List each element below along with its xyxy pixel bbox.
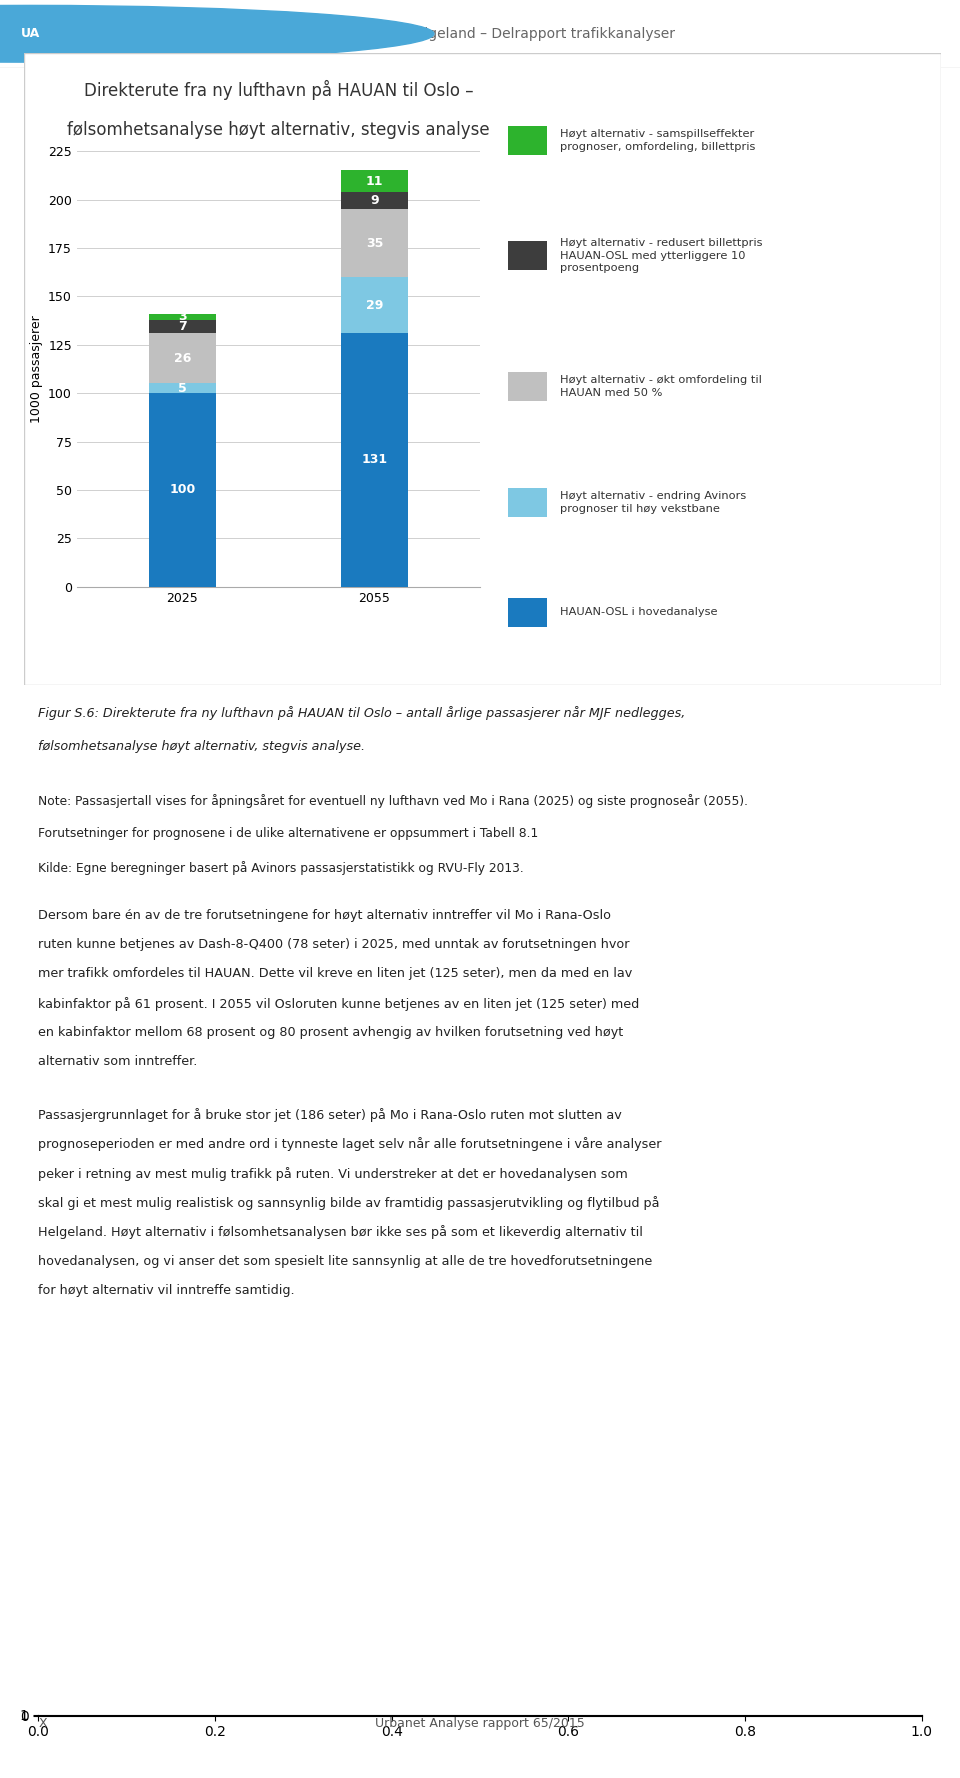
- Text: X: X: [38, 1718, 47, 1730]
- Text: Direkterute fra ny lufthavn på HAUAN til Oslo –: Direkterute fra ny lufthavn på HAUAN til…: [84, 80, 473, 100]
- Text: 100: 100: [169, 484, 196, 496]
- FancyBboxPatch shape: [508, 597, 547, 626]
- Bar: [341, 192, 408, 210]
- Y-axis label: 1000 passasjerer: 1000 passasjerer: [30, 315, 42, 423]
- Text: 5: 5: [178, 382, 187, 395]
- Text: Kilde: Egne beregninger basert på Avinors passasjerstatistikk og RVU-Fly 2013.: Kilde: Egne beregninger basert på Avinor…: [38, 861, 524, 875]
- Text: Høyt alternativ - økt omfordeling til
HAUAN med 50 %: Høyt alternativ - økt omfordeling til HA…: [560, 375, 761, 398]
- FancyBboxPatch shape: [508, 487, 547, 517]
- Text: mer trafikk omfordeles til HAUAN. Dette vil kreve en liten jet (125 seter), men : mer trafikk omfordeles til HAUAN. Dette …: [38, 967, 633, 980]
- Bar: [341, 210, 408, 277]
- Text: HAUAN-OSL i hovedanalyse: HAUAN-OSL i hovedanalyse: [560, 608, 717, 617]
- Text: ruten kunne betjenes av Dash-8-Q400 (78 seter) i 2025, med unntak av forutsetnin: ruten kunne betjenes av Dash-8-Q400 (78 …: [38, 939, 630, 951]
- Text: 9: 9: [371, 194, 378, 206]
- FancyBboxPatch shape: [508, 372, 547, 402]
- Bar: [341, 277, 408, 332]
- Text: Lufthavnstruktur Helgeland – Delrapport trafikkanalyser: Lufthavnstruktur Helgeland – Delrapport …: [285, 27, 675, 41]
- Bar: [341, 332, 408, 587]
- Text: Helgeland. Høyt alternativ i følsomhetsanalysen bør ikke ses på som et likeverdi: Helgeland. Høyt alternativ i følsomhetsa…: [38, 1225, 643, 1239]
- Bar: [149, 320, 216, 332]
- Bar: [149, 393, 216, 587]
- Bar: [149, 313, 216, 320]
- Text: 7: 7: [178, 320, 187, 332]
- Text: 11: 11: [366, 174, 383, 188]
- Text: UA: UA: [21, 27, 40, 41]
- Text: følsomhetsanalyse høyt alternativ, stegvis analyse: følsomhetsanalyse høyt alternativ, stegv…: [67, 121, 490, 139]
- Text: peker i retning av mest mulig trafikk på ruten. Vi understreker at det er hoveda: peker i retning av mest mulig trafikk på…: [38, 1166, 628, 1181]
- Text: 29: 29: [366, 299, 383, 311]
- Text: følsomhetsanalyse høyt alternativ, stegvis analyse.: følsomhetsanalyse høyt alternativ, stegv…: [38, 740, 366, 752]
- Text: Figur S.6: Direkterute fra ny lufthavn på HAUAN til Oslo – antall årlige passasj: Figur S.6: Direkterute fra ny lufthavn p…: [38, 706, 685, 720]
- Text: Høyt alternativ - endring Avinors
prognoser til høy vekstbane: Høyt alternativ - endring Avinors progno…: [560, 491, 746, 514]
- FancyBboxPatch shape: [508, 126, 547, 155]
- Text: Note: Passasjertall vises for åpningsåret for eventuell ny lufthavn ved Mo i Ran: Note: Passasjertall vises for åpningsåre…: [38, 793, 749, 807]
- Text: 35: 35: [366, 236, 383, 249]
- Bar: [341, 171, 408, 192]
- Text: en kabinfaktor mellom 68 prosent og 80 prosent avhengig av hvilken forutsetning : en kabinfaktor mellom 68 prosent og 80 p…: [38, 1026, 624, 1038]
- Text: 131: 131: [361, 453, 388, 466]
- FancyBboxPatch shape: [508, 242, 547, 270]
- Text: Høyt alternativ - redusert billettpris
HAUAN-OSL med ytterliggere 10
prosentpoen: Høyt alternativ - redusert billettpris H…: [560, 238, 762, 274]
- Text: Høyt alternativ - samspillseffekter
prognoser, omfordeling, billettpris: Høyt alternativ - samspillseffekter prog…: [560, 128, 755, 151]
- Text: 3: 3: [179, 309, 186, 324]
- Bar: [149, 332, 216, 384]
- Text: 26: 26: [174, 352, 191, 364]
- Text: hovedanalysen, og vi anser det som spesielt lite sannsynlig at alle de tre hoved: hovedanalysen, og vi anser det som spesi…: [38, 1255, 653, 1268]
- Text: Forutsetninger for prognosene i de ulike alternativene er oppsummert i Tabell 8.: Forutsetninger for prognosene i de ulike…: [38, 827, 539, 841]
- Text: prognoseperioden er med andre ord i tynneste laget selv når alle forutsetningene: prognoseperioden er med andre ord i tynn…: [38, 1138, 661, 1152]
- FancyBboxPatch shape: [24, 53, 941, 685]
- Text: kabinfaktor på 61 prosent. I 2055 vil Osloruten kunne betjenes av en liten jet (: kabinfaktor på 61 prosent. I 2055 vil Os…: [38, 996, 639, 1010]
- Bar: [149, 384, 216, 393]
- Text: for høyt alternativ vil inntreffe samtidig.: for høyt alternativ vil inntreffe samtid…: [38, 1284, 295, 1298]
- Text: Dersom bare én av de tre forutsetningene for høyt alternativ inntreffer vil Mo i: Dersom bare én av de tre forutsetningene…: [38, 909, 612, 921]
- Text: Urbanet Analyse rapport 65/2015: Urbanet Analyse rapport 65/2015: [375, 1718, 585, 1730]
- Circle shape: [0, 5, 434, 62]
- Text: alternativ som inntreffer.: alternativ som inntreffer.: [38, 1054, 198, 1069]
- Text: Passasjergrunnlaget for å bruke stor jet (186 seter) på Mo i Rana-Oslo ruten mot: Passasjergrunnlaget for å bruke stor jet…: [38, 1108, 622, 1122]
- Text: skal gi et mest mulig realistisk og sannsynlig bilde av framtidig passasjerutvik: skal gi et mest mulig realistisk og sann…: [38, 1197, 660, 1211]
